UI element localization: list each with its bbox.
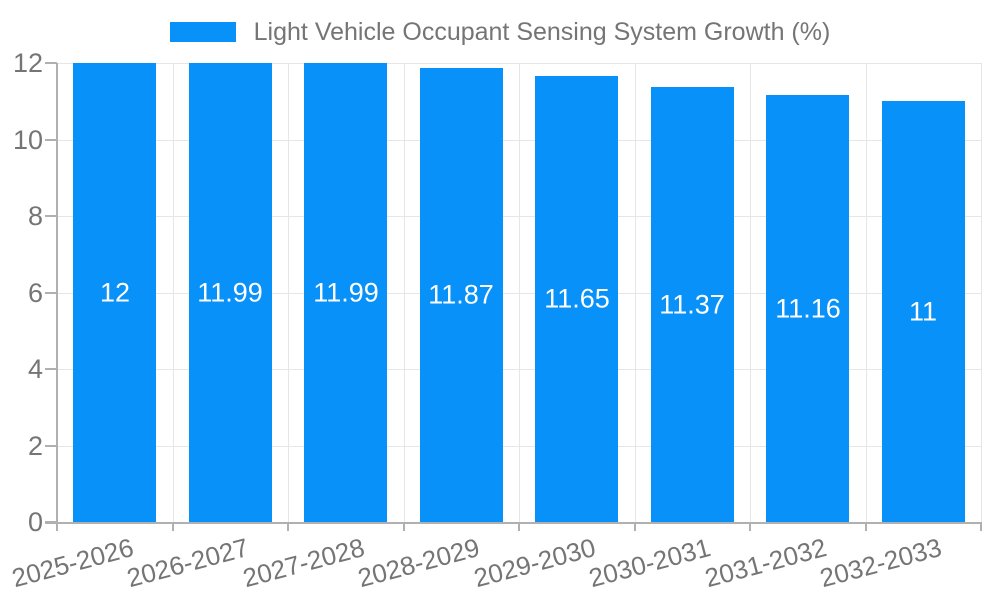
- y-tick-label: 4: [27, 354, 43, 384]
- bar[interactable]: [651, 87, 734, 522]
- y-axis-line: [56, 63, 58, 524]
- bar[interactable]: [882, 101, 965, 522]
- x-tick-label: 2030-2031: [585, 532, 714, 594]
- bar[interactable]: [420, 68, 503, 522]
- gridline-vertical: [981, 63, 982, 522]
- x-tick-label: 2032-2033: [816, 532, 945, 594]
- gridline-vertical: [173, 63, 174, 522]
- y-axis-tick: [45, 62, 57, 64]
- x-axis-tick: [865, 522, 867, 531]
- x-axis-tick: [287, 522, 289, 531]
- y-axis-tick: [45, 445, 57, 447]
- x-axis-tick: [980, 522, 982, 531]
- x-axis-tick: [56, 522, 58, 531]
- bar-value-label: 11.65: [544, 283, 610, 314]
- x-axis-tick: [403, 522, 405, 531]
- gridline-vertical: [288, 63, 289, 522]
- y-tick-label: 6: [27, 278, 43, 308]
- x-axis-tick: [518, 522, 520, 531]
- y-tick-label: 8: [27, 201, 43, 231]
- bar[interactable]: [73, 63, 156, 522]
- x-axis-tick: [172, 522, 174, 531]
- gridline-vertical: [519, 63, 520, 522]
- x-tick-label: 2025-2026: [8, 532, 137, 594]
- x-tick-label: 2028-2029: [354, 532, 483, 594]
- legend[interactable]: Light Vehicle Occupant Sensing System Gr…: [0, 18, 1000, 46]
- y-tick-label: 2: [27, 431, 43, 461]
- y-axis-tick: [45, 368, 57, 370]
- y-axis-tick: [45, 215, 57, 217]
- bar-value-label: 11.99: [313, 277, 379, 308]
- y-tick-label: 0: [27, 507, 43, 537]
- x-axis-line: [45, 522, 981, 524]
- bar[interactable]: [304, 63, 387, 522]
- bar-value-label: 11: [908, 296, 938, 327]
- legend-swatch[interactable]: [169, 22, 236, 42]
- bar-value-label: 11.37: [659, 289, 725, 320]
- bar-value-label: 11.99: [197, 277, 263, 308]
- x-tick-label: 2031-2032: [701, 532, 830, 594]
- y-axis-tick: [45, 292, 57, 294]
- gridline-vertical: [750, 63, 751, 522]
- bar-value-label: 11.16: [775, 293, 841, 324]
- x-tick-label: 2027-2028: [239, 532, 368, 594]
- gridline-vertical: [404, 63, 405, 522]
- bar-value-label: 11.87: [428, 279, 494, 310]
- x-axis-tick: [749, 522, 751, 531]
- gridline-vertical: [866, 63, 867, 522]
- bar[interactable]: [189, 63, 272, 522]
- y-tick-label: 10: [12, 125, 43, 155]
- x-axis-tick: [634, 522, 636, 531]
- y-tick-label: 12: [12, 48, 43, 78]
- gridline-vertical: [635, 63, 636, 522]
- y-axis-tick: [45, 139, 57, 141]
- bar-value-label: 12: [99, 277, 131, 308]
- x-tick-label: 2026-2027: [123, 532, 252, 594]
- legend-label: Light Vehicle Occupant Sensing System Gr…: [253, 17, 831, 46]
- bar[interactable]: [766, 95, 849, 522]
- x-tick-label: 2029-2030: [470, 532, 599, 594]
- bar[interactable]: [535, 76, 618, 522]
